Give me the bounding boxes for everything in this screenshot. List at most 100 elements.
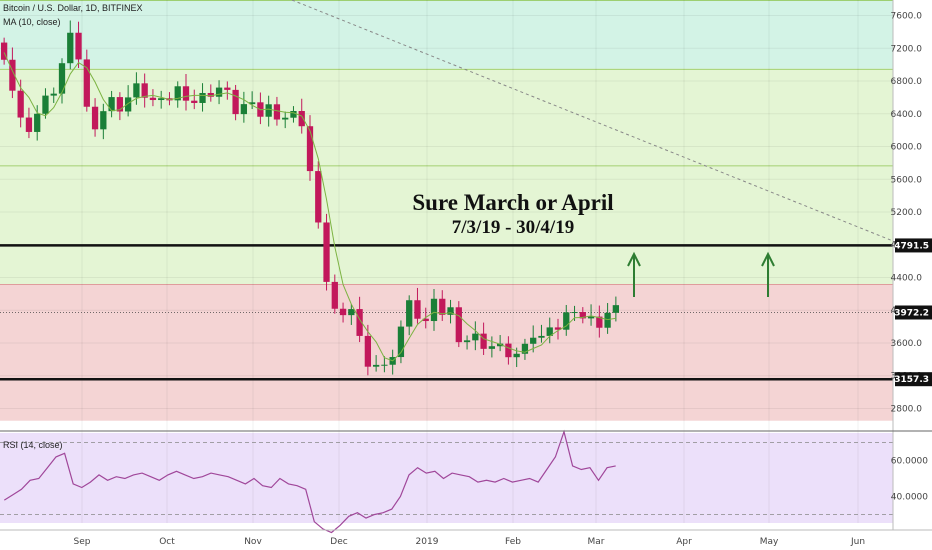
- candle-body-62: [513, 353, 520, 358]
- candle-body-52: [430, 298, 438, 322]
- candle-body-4: [34, 113, 41, 132]
- time-tick-3: Dec: [330, 537, 347, 547]
- price-tick-6000: 6000.0: [891, 143, 923, 153]
- rsi-tick-60: 60.0000: [891, 457, 928, 467]
- badge-text-support: 3157.3: [894, 375, 929, 385]
- candle-body-51: [422, 318, 429, 322]
- annotation-arrows[interactable]: [627, 251, 775, 297]
- candle-body-30: [248, 102, 256, 105]
- candle-body-28: [232, 89, 239, 115]
- badge-text-resistance: 4791.5: [894, 241, 929, 251]
- price-tick-7200: 7200.0: [891, 44, 923, 54]
- candle-body-1: [9, 59, 16, 91]
- candle-body-32: [265, 104, 272, 117]
- candle-body-16: [133, 83, 140, 98]
- candle-body-29: [240, 104, 248, 115]
- time-tick-4: 2019: [416, 537, 439, 547]
- candle-body-19: [158, 98, 165, 101]
- candle-body-14: [116, 97, 124, 112]
- price-tick-5200: 5200.0: [891, 208, 923, 218]
- arrow-head-1[interactable]: [761, 251, 775, 267]
- badge-last: [895, 305, 932, 320]
- candle-body-3: [25, 117, 33, 132]
- time-tick-9: Jun: [850, 537, 865, 547]
- candle-body-12: [100, 111, 107, 130]
- candle-body-5: [42, 95, 49, 114]
- candle-body-68: [563, 312, 570, 330]
- price-tick-4400: 4400.0: [891, 273, 923, 283]
- arrow-head-0[interactable]: [627, 251, 641, 267]
- candle-body-65: [538, 335, 545, 338]
- candle-body-27: [224, 87, 231, 90]
- candle-body-74: [612, 305, 620, 313]
- time-tick-6: Mar: [588, 537, 605, 547]
- candle-body-43: [356, 309, 363, 336]
- candle-body-2: [17, 90, 24, 118]
- candle-body-24: [199, 92, 206, 103]
- badge-support: [895, 372, 932, 387]
- candle-body-39: [323, 222, 330, 282]
- candle-body-72: [596, 316, 603, 328]
- candle-body-69: [571, 312, 578, 314]
- price-tick-3600: 3600.0: [891, 339, 923, 349]
- candle-body-11: [91, 106, 99, 130]
- price-badges: 4791.5 3972.2 3157.3: [894, 238, 932, 387]
- price-axis[interactable]: 2800.03200.03600.04000.04400.04800.05200…: [891, 12, 923, 415]
- time-tick-7: Apr: [676, 537, 692, 547]
- candle-body-13: [108, 97, 115, 112]
- candle-body-61: [505, 343, 512, 358]
- candle-body-71: [587, 316, 595, 319]
- candle-body-63: [521, 343, 529, 354]
- price-tick-6400: 6400.0: [891, 110, 923, 120]
- candle-body-58: [480, 333, 487, 349]
- candle-body-53: [439, 298, 446, 315]
- ma-legend: MA (10, close): [3, 17, 61, 27]
- time-axis[interactable]: Sep Oct Nov Dec 2019 Feb Mar Apr May Jun: [74, 537, 866, 547]
- badge-resistance: [895, 238, 932, 253]
- candle-body-26: [215, 87, 223, 97]
- candle-body-7: [58, 63, 66, 94]
- rsi-legend: RSI (14, close): [3, 440, 63, 450]
- candle-body-64: [530, 337, 537, 344]
- rsi-tick-40: 40.0000: [891, 493, 928, 503]
- candle-body-36: [298, 110, 305, 127]
- time-tick-5: Feb: [505, 537, 521, 547]
- price-tick-7600: 7600.0: [891, 12, 923, 22]
- time-tick-8: May: [760, 537, 779, 547]
- annotation-dates[interactable]: 7/3/19 - 30/4/19: [451, 217, 575, 238]
- candle-body-38: [315, 171, 322, 223]
- horizontal-levels[interactable]: [0, 244, 893, 381]
- candle-body-21: [174, 86, 181, 101]
- candle-body-56: [463, 340, 471, 343]
- price-zones: [0, 0, 893, 421]
- candle-body-37: [306, 126, 314, 172]
- candle-body-6: [50, 93, 57, 96]
- candle-body-49: [406, 300, 413, 327]
- candle-body-0: [0, 42, 8, 60]
- candle-body-67: [554, 327, 562, 330]
- candle-body-41: [339, 308, 347, 316]
- candle-body-42: [348, 309, 355, 316]
- badge-text-last: 3972.2: [894, 308, 929, 318]
- candle-body-35: [290, 110, 297, 118]
- candle-body-46: [381, 364, 388, 366]
- zone-0: [0, 0, 893, 69]
- candle-body-44: [364, 335, 372, 367]
- candle-body-50: [414, 300, 421, 319]
- zone-1: [0, 68, 893, 166]
- rsi-panel-background: [0, 433, 893, 523]
- candle-body-45: [372, 364, 380, 367]
- time-tick-1: Oct: [159, 537, 175, 547]
- rsi-line: [3, 429, 616, 534]
- price-tick-5600: 5600.0: [891, 175, 923, 185]
- zone-2: [0, 165, 893, 285]
- annotation-title[interactable]: Sure March or April: [412, 190, 614, 215]
- candle-body-9: [75, 32, 82, 60]
- rsi-series: [0, 429, 893, 534]
- candle-body-18: [149, 97, 157, 101]
- time-tick-0: Sep: [74, 537, 91, 547]
- candle-body-60: [496, 343, 504, 347]
- candle-body-33: [273, 104, 281, 120]
- zone-3: [0, 284, 893, 421]
